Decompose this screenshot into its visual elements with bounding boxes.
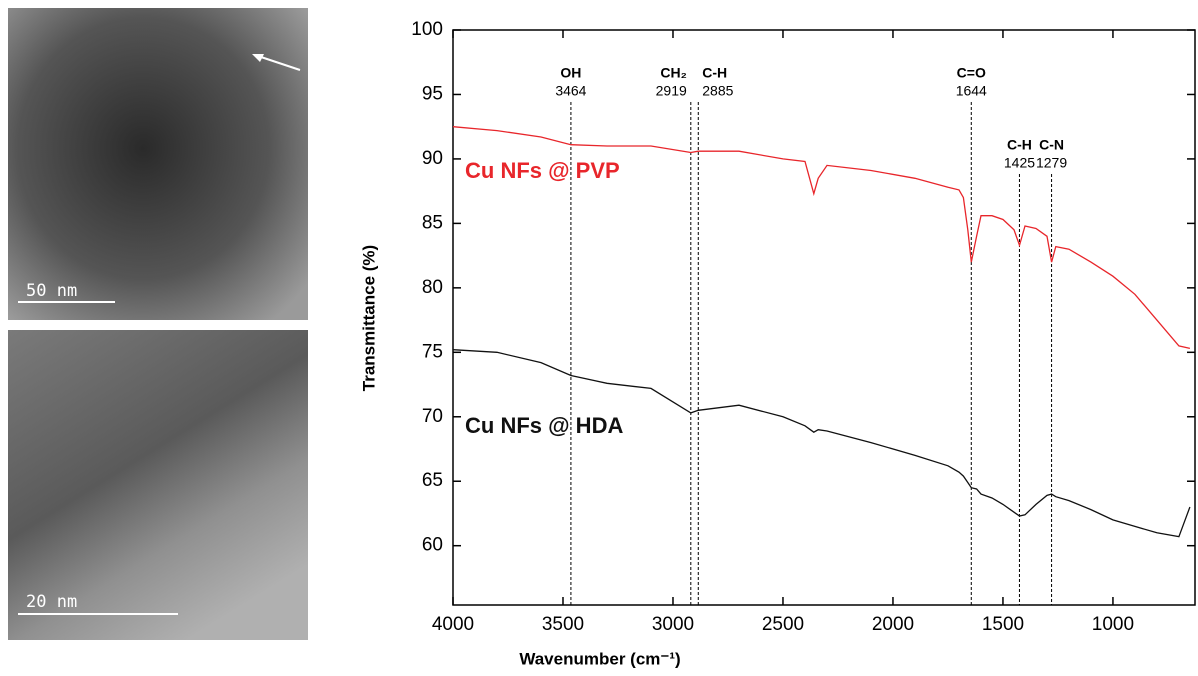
annotation-label: C-N [1039, 137, 1064, 153]
x-tick-label: 3000 [652, 614, 694, 635]
series-line [452, 349, 1191, 538]
x-tick-label: 1000 [1092, 614, 1134, 635]
annotation-value: 2885 [702, 83, 733, 99]
arrow [254, 54, 301, 71]
plot-frame [452, 29, 1196, 606]
y-tick-label: 75 [422, 341, 443, 362]
annotation-value: 3464 [555, 83, 586, 99]
y-tick-label: 60 [422, 535, 443, 556]
series-label: Cu NFs @ PVP [465, 158, 620, 183]
x-tick-label: 3500 [542, 614, 584, 635]
y-tick-label: 70 [422, 406, 443, 427]
annotation-label: C-H [1007, 137, 1032, 153]
y-tick-label: 90 [422, 148, 443, 169]
y-tick-label: 100 [411, 19, 443, 40]
scale-label: 20 nm [26, 592, 77, 612]
annotation-value: 1644 [956, 83, 987, 99]
annotation-label: C-H [702, 65, 727, 81]
x-tick-label: 4000 [432, 614, 474, 635]
annotation-label: C=O [957, 65, 986, 81]
tem-image [8, 330, 308, 640]
y-tick-label: 80 [422, 277, 443, 298]
series-label: Cu NFs @ HDA [465, 413, 623, 438]
x-tick-label: 2000 [872, 614, 914, 635]
annotation-value: 1279 [1036, 155, 1067, 171]
y-tick-label: 65 [422, 470, 443, 491]
arrow-head [252, 54, 264, 62]
scale-label: 50 nm [26, 281, 77, 301]
series-line [452, 126, 1191, 350]
annotation-label: CH₂ [660, 65, 686, 81]
y-axis-title: Transmittance (%) [359, 245, 378, 391]
x-tick-label: 1500 [982, 614, 1024, 635]
x-axis-title: Wavenumber (cm⁻¹) [519, 649, 680, 668]
y-tick-label: 85 [422, 212, 443, 233]
y-tick-label: 95 [422, 83, 443, 104]
annotation-label: OH [560, 65, 581, 81]
x-tick-label: 2500 [762, 614, 804, 635]
annotation-value: 2919 [656, 83, 687, 99]
annotation-value: 1425 [1004, 155, 1035, 171]
